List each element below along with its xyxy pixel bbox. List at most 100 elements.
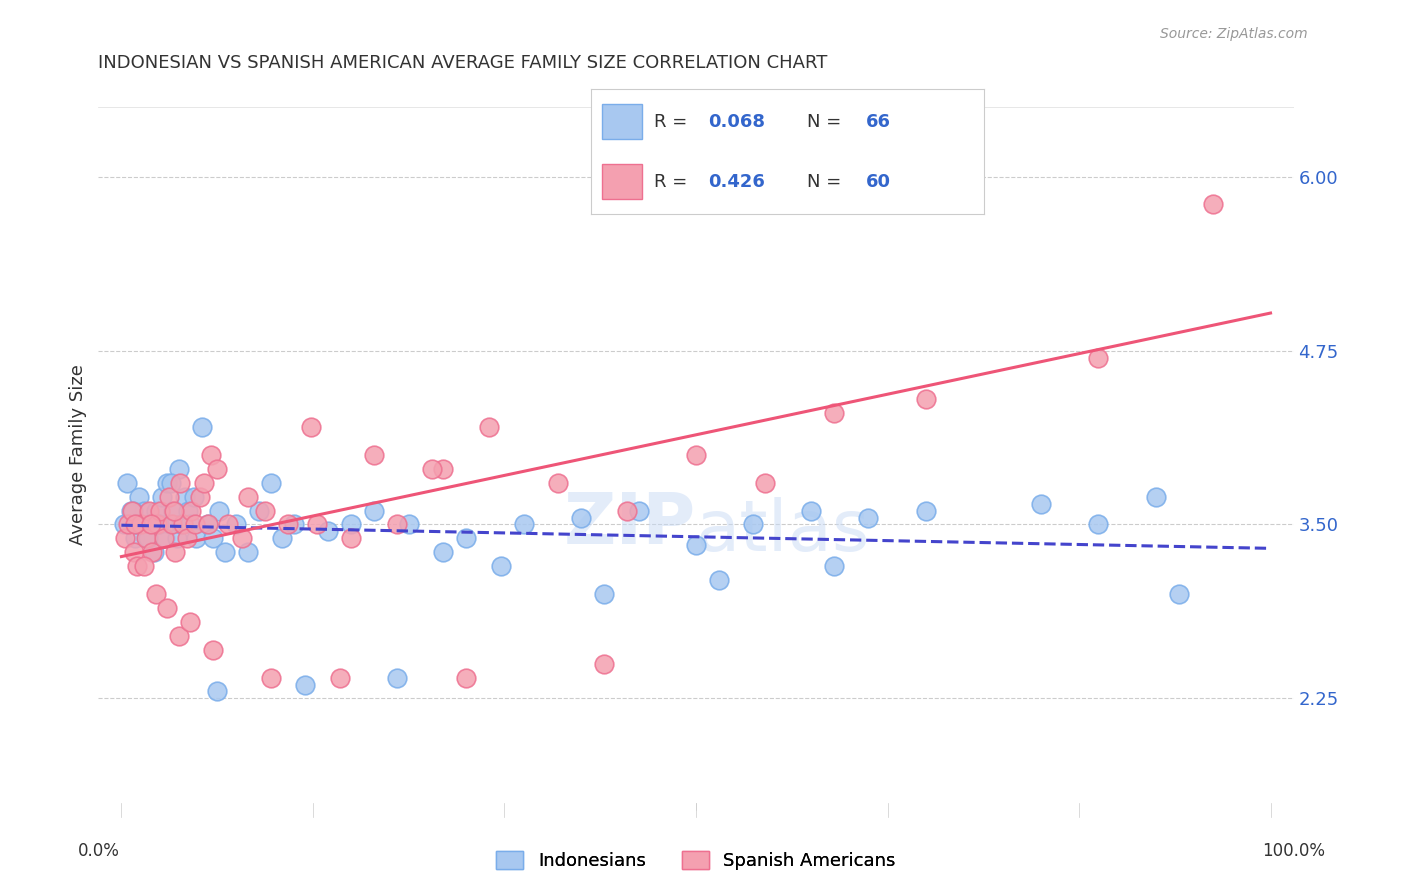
- Point: [685, 538, 707, 552]
- Point: [156, 601, 179, 615]
- Point: [754, 475, 776, 490]
- Point: [914, 503, 936, 517]
- Point: [858, 510, 880, 524]
- Point: [141, 517, 163, 532]
- Point: [122, 503, 145, 517]
- Point: [114, 532, 136, 546]
- Point: [363, 448, 385, 462]
- Point: [823, 406, 845, 420]
- Point: [128, 490, 150, 504]
- Point: [183, 490, 205, 504]
- Point: [134, 559, 156, 574]
- Point: [202, 642, 225, 657]
- Point: [159, 517, 181, 532]
- Point: [456, 532, 478, 546]
- Point: [179, 517, 201, 532]
- Point: [170, 517, 193, 532]
- Point: [157, 490, 180, 504]
- Point: [191, 420, 214, 434]
- Point: [124, 532, 146, 546]
- Point: [569, 510, 592, 524]
- Point: [193, 475, 215, 490]
- Point: [231, 532, 253, 546]
- Point: [112, 517, 135, 532]
- Point: [236, 490, 259, 504]
- Text: 0.0%: 0.0%: [77, 842, 120, 860]
- Point: [236, 545, 259, 559]
- Point: [247, 503, 270, 517]
- Point: [593, 587, 616, 601]
- Point: [184, 517, 207, 532]
- Text: 100.0%: 100.0%: [1263, 842, 1324, 860]
- Point: [115, 475, 138, 490]
- Point: [299, 420, 322, 434]
- Text: R =: R =: [654, 173, 693, 191]
- Point: [432, 545, 454, 559]
- Point: [800, 503, 823, 517]
- Point: [685, 448, 707, 462]
- Point: [305, 517, 328, 532]
- Point: [432, 462, 454, 476]
- Point: [225, 517, 247, 532]
- Text: ZIP: ZIP: [564, 490, 696, 559]
- Point: [1029, 497, 1052, 511]
- Legend: Indonesians, Spanish Americans: Indonesians, Spanish Americans: [489, 844, 903, 877]
- Point: [254, 503, 277, 517]
- Point: [125, 517, 148, 532]
- Point: [316, 524, 339, 539]
- Point: [593, 657, 616, 671]
- Point: [616, 503, 638, 517]
- Point: [179, 615, 201, 629]
- Point: [208, 503, 231, 517]
- Point: [135, 532, 157, 546]
- Point: [363, 503, 385, 517]
- Point: [200, 448, 222, 462]
- Text: 0.426: 0.426: [709, 173, 765, 191]
- Point: [166, 532, 188, 546]
- Point: [283, 517, 305, 532]
- Point: [134, 503, 156, 517]
- Point: [117, 517, 139, 532]
- Text: atlas: atlas: [696, 497, 870, 566]
- Y-axis label: Average Family Size: Average Family Size: [69, 365, 87, 545]
- Point: [478, 420, 501, 434]
- Point: [385, 671, 409, 685]
- Point: [150, 490, 173, 504]
- Point: [176, 532, 198, 546]
- Point: [627, 503, 650, 517]
- Point: [159, 475, 181, 490]
- Point: [205, 462, 228, 476]
- Text: R =: R =: [654, 112, 693, 130]
- Point: [214, 545, 236, 559]
- Point: [163, 503, 186, 517]
- Point: [177, 503, 200, 517]
- Text: 0.068: 0.068: [709, 112, 766, 130]
- Point: [489, 559, 512, 574]
- Point: [184, 532, 207, 546]
- Point: [124, 517, 146, 532]
- Point: [135, 532, 157, 546]
- Point: [205, 684, 228, 698]
- Point: [169, 475, 191, 490]
- Point: [197, 517, 219, 532]
- Point: [120, 503, 142, 517]
- Point: [547, 475, 569, 490]
- Point: [148, 517, 170, 532]
- Point: [146, 517, 169, 532]
- Point: [145, 587, 167, 601]
- Point: [456, 671, 478, 685]
- Point: [127, 559, 149, 574]
- Point: [1087, 517, 1109, 532]
- Text: Source: ZipAtlas.com: Source: ZipAtlas.com: [1160, 27, 1308, 41]
- Point: [398, 517, 420, 532]
- Point: [260, 475, 283, 490]
- Point: [136, 532, 159, 546]
- Point: [823, 559, 845, 574]
- Point: [180, 503, 202, 517]
- Point: [742, 517, 765, 532]
- Point: [512, 517, 534, 532]
- Point: [277, 517, 299, 532]
- Point: [188, 490, 211, 504]
- Point: [121, 503, 143, 517]
- Point: [800, 197, 823, 211]
